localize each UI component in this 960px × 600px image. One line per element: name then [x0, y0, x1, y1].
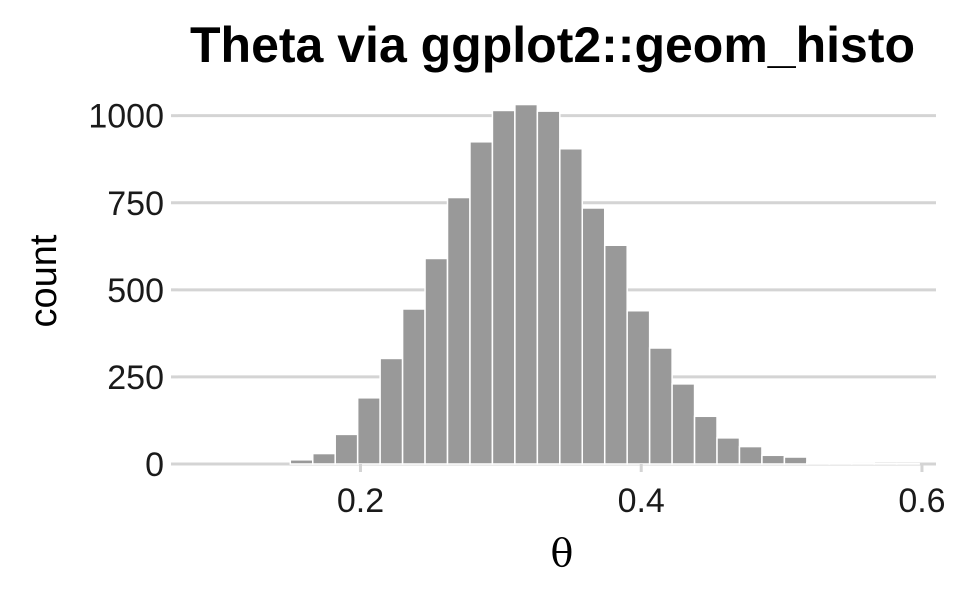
- y-axis-label: count: [23, 234, 65, 327]
- x-tick-label-0: 0.2: [337, 482, 384, 520]
- y-tick-label-2: 500: [107, 272, 164, 310]
- y-axis-ticks: 0 250 500 750 1000: [88, 98, 178, 484]
- x-axis-label: θ: [551, 531, 574, 575]
- histogram-bar-7: [446, 196, 471, 465]
- histogram-bar-19: [716, 437, 741, 465]
- histogram-bar-21: [761, 454, 786, 465]
- histogram-bar-24: [828, 462, 853, 465]
- histogram-bar-17: [671, 383, 696, 465]
- histogram-bars: [289, 103, 920, 465]
- histogram-bar-23: [806, 461, 831, 465]
- histogram-bar-6: [424, 257, 449, 465]
- histogram-bar-5: [401, 308, 426, 465]
- y-tick-label-3: 750: [107, 185, 164, 223]
- y-tick-label-1: 250: [107, 359, 164, 397]
- histogram-bar-12: [559, 148, 584, 465]
- y-tick-label-4: 1000: [88, 98, 164, 136]
- histogram-bar-4: [379, 357, 404, 465]
- histogram-bar-11: [536, 110, 561, 465]
- histogram-bar-9: [491, 109, 516, 465]
- histogram-bar-3: [356, 397, 381, 465]
- histogram-bar-10: [514, 103, 539, 465]
- chart-title: Theta via ggplot2::geom_histo: [190, 17, 915, 73]
- y-tick-label-0: 0: [145, 446, 164, 484]
- x-axis-ticks: 0.2 0.4 0.6: [337, 464, 946, 520]
- histogram-bar-0: [289, 459, 314, 465]
- x-tick-label-2: 0.6: [898, 482, 945, 520]
- histogram-bar-15: [626, 309, 651, 465]
- histogram-bar-1: [312, 452, 336, 465]
- x-tick-label-1: 0.4: [618, 482, 665, 520]
- histogram-bar-14: [603, 244, 628, 465]
- histogram-bar-2: [334, 433, 359, 465]
- histogram-bar-16: [648, 347, 673, 465]
- histogram-bar-20: [738, 445, 763, 465]
- histogram-bar-8: [469, 141, 494, 465]
- histogram-bar-13: [581, 207, 606, 465]
- histogram-bar-25: [851, 462, 875, 465]
- histogram-bar-18: [693, 415, 718, 465]
- histogram-bar-22: [783, 456, 808, 465]
